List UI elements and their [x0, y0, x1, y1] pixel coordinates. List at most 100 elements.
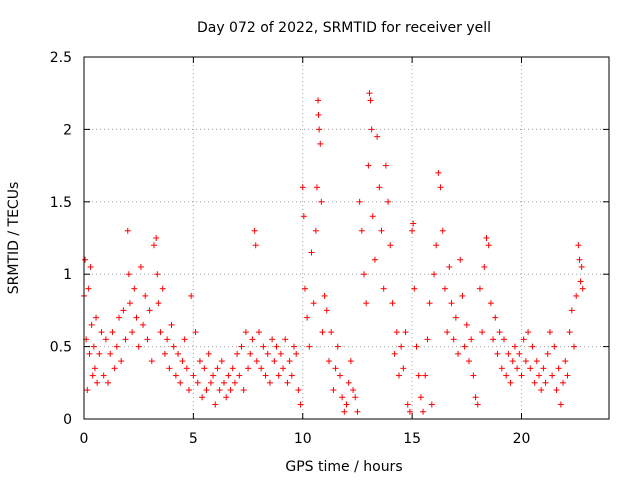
data-point	[336, 372, 343, 379]
y-tick-label: 1.5	[50, 195, 72, 211]
data-point	[234, 350, 241, 357]
data-point	[450, 336, 457, 343]
data-point	[181, 336, 188, 343]
data-point	[133, 314, 140, 321]
data-point	[201, 365, 208, 372]
data-point	[91, 365, 98, 372]
data-point	[343, 401, 350, 408]
data-point	[328, 329, 335, 336]
data-point	[525, 329, 532, 336]
data-point	[492, 314, 499, 321]
data-point	[264, 350, 271, 357]
data-point	[210, 372, 217, 379]
data-point	[472, 394, 479, 401]
data-point	[410, 220, 417, 227]
data-point	[227, 387, 234, 394]
data-point	[424, 336, 431, 343]
data-point	[575, 242, 582, 249]
data-point	[503, 372, 510, 379]
data-point	[186, 387, 192, 394]
x-tick-label: 0	[80, 431, 89, 447]
data-point	[155, 300, 162, 307]
data-point	[293, 350, 300, 357]
data-point	[466, 358, 472, 365]
data-point	[286, 358, 293, 365]
data-point	[262, 372, 269, 379]
data-points	[81, 90, 586, 415]
data-point	[124, 227, 131, 234]
data-point	[334, 343, 341, 350]
data-point	[140, 321, 147, 328]
data-point	[87, 263, 94, 270]
data-point	[229, 365, 236, 372]
data-point	[371, 256, 378, 263]
data-point	[426, 300, 433, 307]
data-point	[452, 314, 459, 321]
data-point	[291, 343, 297, 350]
data-point	[214, 365, 221, 372]
data-point	[231, 379, 238, 386]
data-point	[546, 329, 553, 336]
data-point	[444, 329, 451, 336]
x-tick-label: 10	[294, 431, 312, 447]
data-point	[557, 401, 564, 408]
data-point	[216, 387, 223, 394]
data-point	[161, 350, 168, 357]
data-point	[538, 387, 545, 394]
data-point	[579, 285, 586, 292]
data-point	[266, 379, 273, 386]
data-point	[131, 285, 138, 292]
data-point	[441, 285, 448, 292]
data-point	[275, 372, 282, 379]
data-point	[332, 365, 339, 372]
data-point	[411, 285, 418, 292]
data-point	[374, 133, 381, 140]
data-point	[400, 365, 407, 372]
data-point	[455, 350, 462, 357]
data-point	[437, 184, 444, 191]
data-point	[118, 358, 125, 365]
data-point	[369, 213, 376, 220]
data-point	[553, 387, 560, 394]
data-point	[354, 408, 361, 415]
data-point	[518, 372, 525, 379]
y-tick-label: 0.5	[50, 340, 72, 356]
data-point	[295, 387, 302, 394]
data-point	[356, 198, 363, 205]
data-point	[509, 358, 516, 365]
y-axis-title: SRMTID / TECUs	[6, 182, 22, 295]
data-point	[284, 379, 291, 386]
data-point	[300, 213, 307, 220]
data-point	[159, 285, 166, 292]
axis-ticks: 0 5 10 15 20 0 0.5 1 1.5 2 2.5	[50, 50, 609, 447]
data-point	[479, 329, 486, 336]
data-point	[137, 263, 144, 270]
data-point	[417, 394, 424, 401]
data-point	[153, 235, 160, 241]
data-point	[404, 401, 411, 408]
data-point	[297, 401, 304, 408]
data-point	[573, 292, 580, 299]
data-point	[385, 198, 392, 205]
data-point	[116, 314, 122, 321]
data-point	[253, 358, 260, 365]
data-point	[122, 336, 129, 343]
data-point	[88, 321, 95, 328]
data-point	[146, 307, 153, 314]
data-point	[564, 372, 571, 379]
data-point	[527, 365, 534, 372]
data-point	[549, 372, 556, 379]
data-point	[252, 242, 259, 249]
data-point	[398, 343, 405, 350]
data-point	[172, 372, 179, 379]
data-point	[144, 336, 151, 343]
data-point	[190, 372, 197, 379]
data-point	[315, 97, 322, 104]
data-point	[96, 350, 103, 357]
x-tick-label: 20	[513, 431, 531, 447]
data-point	[431, 271, 437, 278]
data-point	[86, 350, 93, 357]
data-point	[555, 365, 562, 372]
data-point	[511, 343, 518, 350]
data-point	[568, 307, 575, 314]
